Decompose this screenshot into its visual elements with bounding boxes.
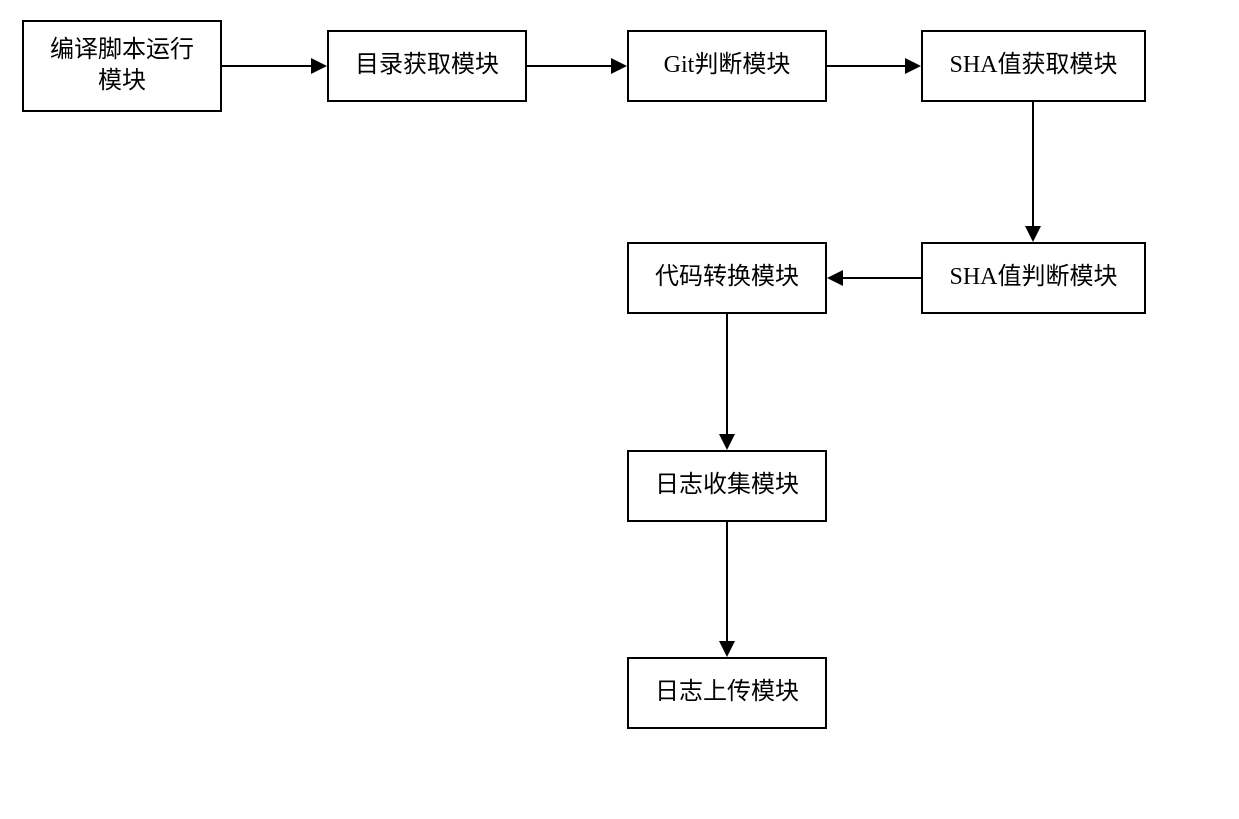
node-label: 编译脚本运行模块 xyxy=(50,35,194,97)
arrow-head-down-icon xyxy=(719,434,735,450)
node-compile-script-run: 编译脚本运行模块 xyxy=(22,20,222,112)
arrow-head-down-icon xyxy=(1025,226,1041,242)
arrow-head-left-icon xyxy=(827,270,843,286)
node-sha-get: SHA值获取模块 xyxy=(921,30,1146,102)
node-directory-get: 目录获取模块 xyxy=(327,30,527,102)
arrow-line xyxy=(726,314,728,434)
arrow-head-down-icon xyxy=(719,641,735,657)
node-sha-judge: SHA值判断模块 xyxy=(921,242,1146,314)
arrow-head-right-icon xyxy=(611,58,627,74)
node-label: SHA值获取模块 xyxy=(949,50,1117,81)
node-label: 日志上传模块 xyxy=(655,677,799,708)
arrow-line xyxy=(827,65,905,67)
arrow-head-right-icon xyxy=(311,58,327,74)
node-label: SHA值判断模块 xyxy=(949,262,1117,293)
node-log-upload: 日志上传模块 xyxy=(627,657,827,729)
node-label: 目录获取模块 xyxy=(355,50,499,81)
node-code-convert: 代码转换模块 xyxy=(627,242,827,314)
node-label: Git判断模块 xyxy=(664,50,791,81)
arrow-line xyxy=(726,522,728,641)
node-log-collect: 日志收集模块 xyxy=(627,450,827,522)
arrow-line xyxy=(843,277,921,279)
node-label: 代码转换模块 xyxy=(655,262,799,293)
arrow-head-right-icon xyxy=(905,58,921,74)
arrow-line xyxy=(222,65,311,67)
arrow-line xyxy=(1032,102,1034,226)
arrow-line xyxy=(527,65,611,67)
node-label: 日志收集模块 xyxy=(655,470,799,501)
node-git-judge: Git判断模块 xyxy=(627,30,827,102)
